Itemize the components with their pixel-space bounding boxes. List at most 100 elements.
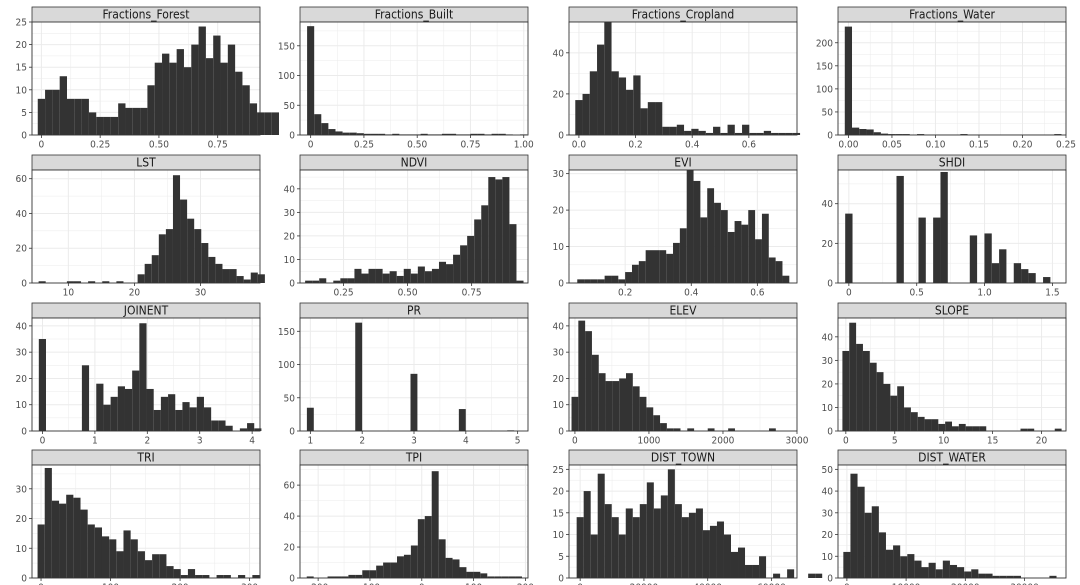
histogram-bar bbox=[321, 123, 329, 135]
y-tick-label: 20 bbox=[553, 374, 565, 385]
histogram-bar bbox=[116, 551, 124, 578]
facet-tri: TRI 0 100 200 300 0 10 20 30 bbox=[16, 449, 261, 585]
histogram-bar bbox=[88, 281, 96, 283]
x-tick-label: -200 bbox=[308, 583, 329, 585]
histogram-bar bbox=[173, 569, 181, 578]
histogram-bar bbox=[862, 350, 870, 431]
histogram-bar bbox=[410, 273, 418, 283]
histogram-bar bbox=[191, 44, 199, 135]
histogram-bar bbox=[152, 554, 160, 578]
histogram-bar bbox=[109, 539, 117, 578]
y-tick-label: 40 bbox=[16, 321, 28, 332]
histogram-bar bbox=[420, 133, 428, 135]
histogram-bar bbox=[896, 175, 904, 283]
histogram-bar bbox=[585, 331, 592, 431]
facet-title: DIST_TOWN bbox=[651, 451, 715, 465]
histogram-bar bbox=[158, 234, 166, 283]
histogram-bar bbox=[252, 575, 260, 578]
x-tick-label: 5 bbox=[515, 436, 521, 447]
histogram-bar bbox=[340, 278, 348, 283]
histogram-bar bbox=[769, 428, 776, 431]
histogram-bar bbox=[646, 407, 654, 431]
histogram-bar bbox=[890, 395, 898, 431]
histogram-bar bbox=[118, 103, 126, 135]
facet-lst: LST 10 20 30 0 20 40 60 bbox=[16, 154, 265, 299]
histogram-bar bbox=[667, 469, 675, 578]
histogram-bar bbox=[264, 112, 272, 135]
x-tick-label: 0.25 bbox=[354, 140, 374, 151]
histogram-bar bbox=[362, 570, 370, 578]
facet-title: JOINENT bbox=[123, 304, 169, 318]
histogram-bar bbox=[257, 274, 265, 283]
histogram-bar bbox=[470, 133, 478, 135]
y-tick-label: 0 bbox=[21, 279, 27, 290]
histogram-bar bbox=[897, 386, 905, 431]
histogram-bar bbox=[165, 229, 173, 283]
facet-title: DIST_WATER bbox=[918, 451, 986, 465]
histogram-bar bbox=[741, 224, 749, 283]
histogram-bar bbox=[508, 576, 516, 578]
histogram-bar bbox=[180, 575, 188, 578]
facet-shdi: SHDI 0 0.5 1.0 1.5 0 20 40 bbox=[822, 154, 1067, 299]
histogram-bar bbox=[220, 62, 228, 135]
panel-border bbox=[31, 317, 261, 432]
histogram-bar bbox=[748, 210, 756, 283]
histogram-bar bbox=[363, 133, 371, 135]
histogram-bar bbox=[169, 62, 177, 135]
x-tick-label: 15 bbox=[987, 436, 998, 447]
histogram-bar bbox=[688, 512, 696, 578]
histogram-bar bbox=[815, 573, 823, 578]
histogram-bar bbox=[403, 554, 411, 578]
histogram-bar bbox=[626, 373, 633, 431]
histogram-bar bbox=[1006, 575, 1014, 578]
y-tick-label: 0 bbox=[558, 574, 564, 585]
facet-title: Fractions_Cropland bbox=[632, 8, 735, 22]
histogram-bar bbox=[687, 428, 695, 431]
histogram-bar bbox=[1028, 273, 1036, 283]
histogram-bar bbox=[223, 575, 231, 578]
histogram-bar bbox=[885, 549, 894, 578]
histogram-bar bbox=[341, 576, 349, 578]
histogram-bars bbox=[37, 467, 260, 578]
histogram-bar bbox=[921, 567, 929, 578]
x-tick-label: 10 bbox=[63, 288, 75, 299]
histogram-bar bbox=[389, 271, 397, 283]
y-tick-label: 15 bbox=[16, 63, 27, 74]
histogram-bar bbox=[116, 281, 124, 283]
histogram-bar bbox=[1013, 263, 1022, 283]
x-tick-label: 0.6 bbox=[742, 140, 757, 151]
x-tick-label: 3000 bbox=[786, 436, 809, 447]
histogram-bar bbox=[625, 508, 633, 578]
histogram-bar bbox=[646, 482, 654, 578]
histogram-bar bbox=[605, 381, 613, 431]
facet-title: PR bbox=[407, 304, 422, 318]
y-tick-label: 20 bbox=[16, 40, 28, 51]
histogram-bar bbox=[103, 116, 111, 135]
histogram-bar bbox=[460, 245, 468, 283]
histogram-bar bbox=[347, 278, 355, 283]
histogram-bars bbox=[577, 170, 790, 283]
histogram-bar bbox=[761, 213, 769, 283]
histogram-bar bbox=[215, 263, 223, 283]
histogram-bar bbox=[866, 129, 874, 135]
y-tick-label: 0 bbox=[827, 279, 833, 290]
histogram-bar bbox=[759, 556, 767, 578]
histogram-bar bbox=[945, 421, 952, 431]
histogram-bar bbox=[356, 133, 364, 135]
histogram-bar bbox=[893, 545, 901, 578]
y-tick-label: 0 bbox=[21, 574, 27, 585]
histogram-bar bbox=[590, 279, 598, 283]
histogram-bar bbox=[633, 75, 641, 135]
histogram-bar bbox=[488, 177, 496, 283]
histogram-bar bbox=[669, 126, 677, 135]
panel-border bbox=[568, 21, 798, 136]
histogram-bar bbox=[66, 98, 75, 135]
x-tick-label: 3 bbox=[411, 436, 417, 447]
y-tick-label: 100 bbox=[278, 71, 295, 82]
histogram-bar bbox=[700, 217, 708, 283]
histogram-bar bbox=[952, 426, 959, 431]
x-tick-label: 0.75 bbox=[460, 140, 480, 151]
y-tick-label: 0 bbox=[289, 574, 295, 585]
y-tick-label: 20 bbox=[284, 231, 296, 242]
x-tick-label: 0.75 bbox=[462, 288, 482, 299]
